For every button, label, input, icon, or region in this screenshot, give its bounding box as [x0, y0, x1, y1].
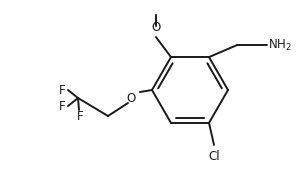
Text: F: F — [77, 109, 83, 122]
Text: Cl: Cl — [208, 150, 220, 163]
Text: NH$_2$: NH$_2$ — [268, 38, 292, 53]
Text: F: F — [59, 100, 65, 113]
Text: O: O — [127, 91, 136, 104]
Text: O: O — [151, 21, 161, 34]
Text: F: F — [59, 83, 65, 96]
